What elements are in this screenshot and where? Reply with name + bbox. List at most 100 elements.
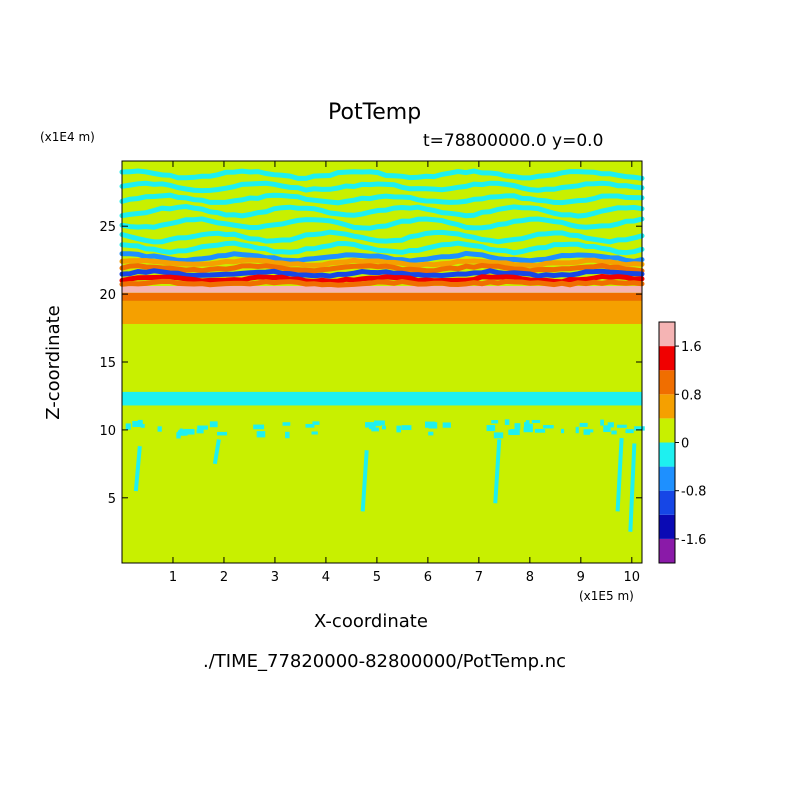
field-streak (133, 446, 142, 492)
axes: 1 2 3 4 5 6 7 8 9 10 5 10 15 20 25 (99, 160, 643, 585)
y-tick-label: 5 (108, 492, 116, 507)
field-patch (442, 422, 451, 428)
field-patch (311, 431, 318, 435)
field-patch (196, 429, 204, 434)
field-patch (381, 425, 386, 430)
field-patch (523, 427, 533, 433)
colorbar-segment (659, 490, 675, 515)
field-wave (119, 268, 645, 279)
field-patch (543, 425, 554, 429)
field-wave (119, 240, 645, 256)
colorbar-tick-label: -0.8 (681, 485, 706, 500)
y-units-label: (x1E4 m) (40, 130, 95, 144)
field-patch (607, 422, 614, 428)
x-units-label: (x1E5 m) (579, 589, 634, 603)
field-patch (525, 420, 530, 427)
field-wave (119, 278, 645, 288)
field-wave (119, 229, 645, 245)
field-patch (486, 425, 496, 432)
field-streak (212, 439, 221, 465)
field-patch (396, 425, 402, 433)
field-patch (371, 422, 381, 426)
chart-title: PotTemp (328, 100, 422, 125)
field-patch (197, 425, 208, 430)
colorbar: 1.6 0.8 0 -0.8 -1.6 (658, 321, 706, 564)
field-patch (531, 419, 541, 423)
field-wave (119, 168, 645, 181)
field-patch (600, 419, 604, 426)
field-patch (508, 429, 513, 435)
x-tick-label: 1 (169, 570, 177, 585)
heatmap-field (119, 161, 645, 563)
x-tick-label: 2 (220, 570, 228, 585)
x-tick-label: 5 (373, 570, 381, 585)
field-patch (428, 431, 434, 436)
field-patch (132, 421, 143, 428)
field-patch (285, 431, 290, 439)
field-band (122, 285, 642, 293)
x-tick-label: 8 (526, 570, 534, 585)
colorbar-segment (659, 418, 675, 443)
field-patch (140, 423, 145, 428)
field-patch (625, 429, 634, 434)
field-patch (282, 422, 291, 426)
colorbar-tick-label: 0 (681, 437, 689, 452)
field-wave (119, 262, 645, 274)
colorbar-segment (659, 442, 675, 467)
field-patch (560, 428, 565, 434)
field-patch (312, 421, 320, 425)
field-patch (611, 430, 617, 435)
y-tick-label: 20 (99, 288, 116, 303)
field-patch (583, 429, 591, 435)
field-patch (401, 425, 412, 431)
y-tick-label: 15 (99, 356, 116, 371)
field-patch (617, 424, 627, 428)
colorbar-segment (659, 466, 675, 491)
field-patch (371, 427, 379, 432)
field-band (122, 300, 642, 324)
colorbar-tick-label: -1.6 (681, 533, 706, 548)
field-patch (491, 420, 499, 424)
field-wave (119, 250, 645, 264)
field-band (122, 292, 642, 301)
field-wave (119, 257, 645, 269)
field-patch (365, 422, 376, 428)
colorbar-segment (659, 538, 675, 563)
field-wave (119, 203, 645, 219)
field-patch (253, 424, 265, 430)
colorbar-tick-label: 1.6 (681, 340, 702, 355)
field-wave (119, 273, 645, 285)
field-patch (575, 426, 579, 434)
colorbar-tick-label: 0.8 (681, 388, 702, 403)
field-patch (579, 422, 588, 427)
field-patch (179, 428, 184, 434)
field-patch (493, 432, 504, 439)
x-tick-label: 9 (577, 570, 585, 585)
colorbar-segment (659, 394, 675, 419)
y-tick-label: 25 (99, 220, 116, 235)
field-patch (504, 419, 510, 425)
colorbar-segment (659, 322, 675, 347)
field-streak (493, 439, 502, 504)
field-patch (157, 426, 162, 432)
field-patch (514, 423, 521, 430)
x-axis-label: X-coordinate (314, 611, 428, 632)
field-patch (428, 422, 438, 429)
field-band (122, 391, 642, 406)
field-streak (360, 450, 369, 512)
x-tick-label: 4 (322, 570, 330, 585)
field-patch (603, 425, 611, 432)
field-patch (209, 421, 218, 428)
chart-subtitle: t=78800000.0 y=0.0 (423, 131, 604, 151)
field-wave (119, 180, 645, 194)
field-patch (217, 431, 228, 436)
y-tick-label: 10 (99, 424, 116, 439)
field-patch (534, 428, 546, 433)
field-patch (305, 423, 315, 428)
field-patch (634, 426, 645, 431)
colorbar-segment (659, 370, 675, 395)
colorbar-segment (659, 346, 675, 371)
source-file-label: ./TIME_77820000-82800000/PotTemp.nc (203, 651, 567, 672)
